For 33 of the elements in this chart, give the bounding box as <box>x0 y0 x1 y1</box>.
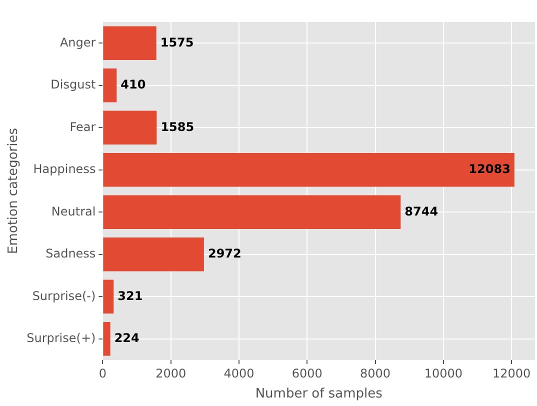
x-tick-label: 2000 <box>156 366 186 380</box>
data-label: 2972 <box>208 246 242 260</box>
data-label: 321 <box>118 288 143 303</box>
y-axis-title: Emotion categories <box>6 128 22 254</box>
y-tick-label: Fear <box>70 120 96 134</box>
data-label: 8744 <box>404 204 438 218</box>
x-axis-title: Number of samples <box>255 386 383 402</box>
x-tick-label: 8000 <box>360 366 391 380</box>
y-tick-label: Disgust <box>50 78 96 92</box>
data-label: 224 <box>114 331 140 345</box>
bar <box>103 68 117 102</box>
x-tick-label: 10000 <box>424 366 463 380</box>
y-tick-label: Surprise(-) <box>32 288 96 303</box>
y-tick-label: Anger <box>60 35 96 50</box>
data-label: 12083 <box>468 162 510 176</box>
y-tick-label: Neutral <box>51 204 96 218</box>
bar <box>103 26 156 60</box>
data-label: 1575 <box>160 35 194 50</box>
x-tick-label: 12000 <box>492 366 531 380</box>
y-tick-label: Happiness <box>33 162 96 176</box>
bar <box>103 237 204 272</box>
x-tick-label: 6000 <box>292 366 322 380</box>
bar <box>103 152 514 187</box>
bar <box>103 195 401 230</box>
x-tick-label: 4000 <box>224 366 254 380</box>
data-label: 410 <box>120 78 146 92</box>
y-tick-label: Surprise(+) <box>26 331 96 345</box>
x-tick-label: 0 <box>98 366 107 380</box>
data-label: 1585 <box>160 120 194 134</box>
bar <box>103 280 114 314</box>
bar <box>103 110 157 145</box>
y-tick-label: Sadness <box>46 246 96 260</box>
bar <box>103 322 110 356</box>
